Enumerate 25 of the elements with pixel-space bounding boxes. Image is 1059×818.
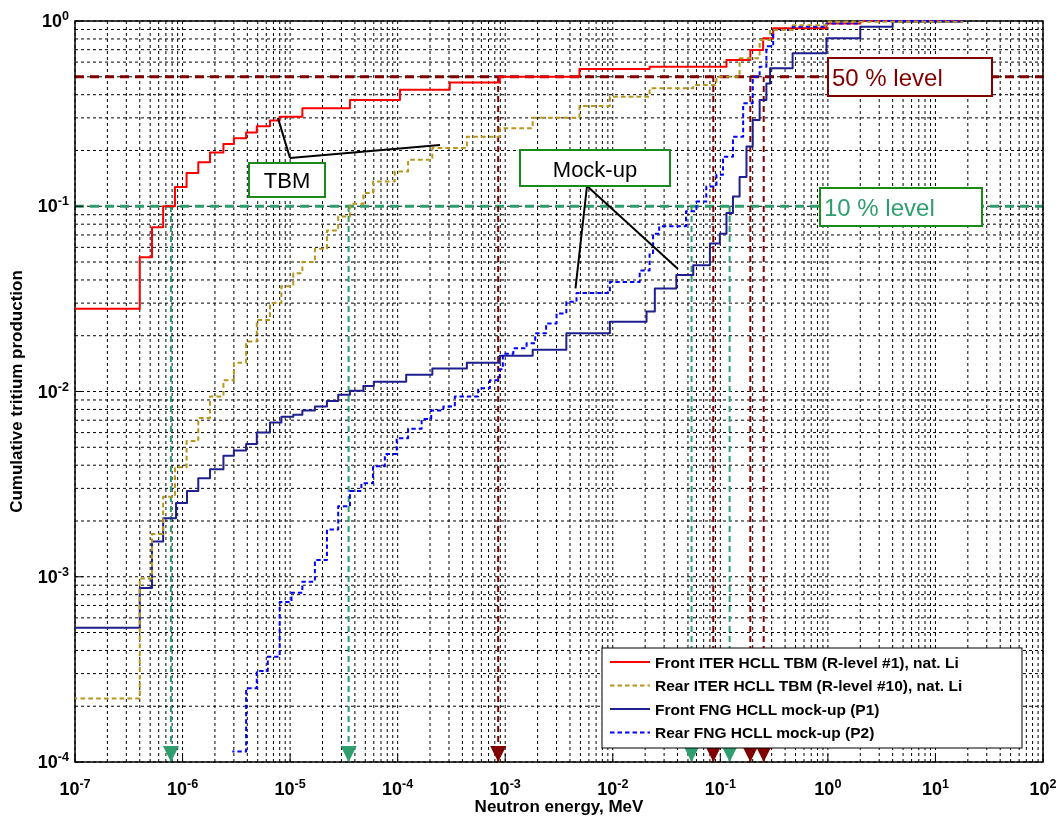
annotation: TBM bbox=[263, 168, 311, 193]
x-tick-label: 10$^{-6}$ bbox=[166, 777, 199, 799]
legend-label: Rear FNG HCLL mock-up (P2) bbox=[655, 724, 875, 741]
y-tick-label: 10$^{-1}$ bbox=[37, 194, 69, 217]
legend-label: Front FNG HCLL mock-up (P1) bbox=[655, 700, 880, 718]
legend-label: Front ITER HCLL TBM (R-level #1), nat. Li bbox=[655, 653, 959, 671]
y-tick-label: 10$^{-4}$ bbox=[37, 750, 69, 772]
x-axis-title: Neutron energy, MeV bbox=[474, 797, 645, 816]
y-tick-label: 10$^{0}$ bbox=[41, 9, 69, 31]
x-tick-label: 10$^{-5}$ bbox=[274, 777, 306, 799]
x-tick-label: 10$^{-7}$ bbox=[59, 777, 91, 799]
x-tick-label: 10$^{1}$ bbox=[921, 777, 949, 799]
ref-line-label: 10 % level bbox=[824, 194, 935, 221]
x-tick-label: 10$^{-1}$ bbox=[704, 777, 736, 799]
x-tick-label: 10$^{-3}$ bbox=[489, 777, 521, 799]
x-tick-label: 10$^{0}$ bbox=[814, 777, 842, 799]
y-axis-title: Cumulative tritium production bbox=[7, 270, 26, 513]
ref-line-label: 50 % level bbox=[832, 64, 943, 91]
annotation: Mock-up bbox=[552, 157, 638, 182]
y-tick-label: 10$^{-3}$ bbox=[37, 564, 69, 587]
x-tick-label: 10$^{2}$ bbox=[1029, 777, 1057, 799]
y-tick-label: 10$^{-2}$ bbox=[37, 379, 69, 402]
legend-label: Rear ITER HCLL TBM (R-level #10), nat. Li bbox=[655, 677, 963, 694]
x-tick-label: 10$^{-4}$ bbox=[382, 777, 414, 799]
x-tick-label: 10$^{-2}$ bbox=[597, 777, 629, 799]
